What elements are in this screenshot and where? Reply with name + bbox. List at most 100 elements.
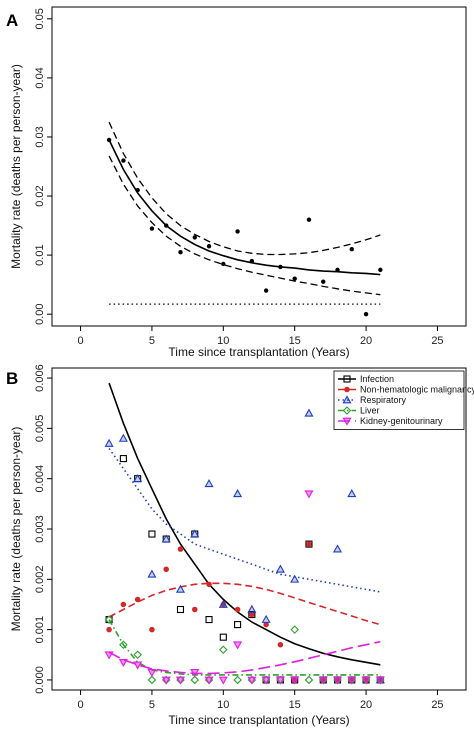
panel-b-y-tick-label: 0.003 xyxy=(34,515,46,543)
panel-b-point-respiratory xyxy=(133,473,143,483)
panel-b-point-kidney-genitourinary xyxy=(233,641,243,650)
panel-a-x-tick-label: 10 xyxy=(217,335,229,347)
panel-b-point-non-hematologic-malignancy xyxy=(206,581,212,588)
panel-b-point-respiratory xyxy=(118,433,128,442)
panel-b-point-liver xyxy=(219,645,228,655)
panel-a-data-point xyxy=(235,229,240,234)
panel-b-point-respiratory xyxy=(290,574,300,583)
panel-b-point-kidney-genitourinary xyxy=(261,676,271,685)
panel-b-point-non-hematologic-malignancy xyxy=(134,596,141,603)
legend-label-kidney-genitourinary: Kidney-genitourinary xyxy=(360,416,443,426)
panel-a-data-point xyxy=(178,249,183,255)
panel-a-data-point xyxy=(306,217,312,222)
panel-a-x-tick-label: 5 xyxy=(149,335,155,347)
panel-b-marks: 0 5 10 15 20 25 0.000 0.001 0.002 0.003 0.004 0.005… xyxy=(34,364,467,711)
panel-b-y-tick-label: 0.000 xyxy=(34,666,46,694)
panel-b-point-non-hematologic-malignancy xyxy=(306,541,312,547)
panel-b-point-non-hematologic-malignancy xyxy=(277,641,284,648)
panel-b-point-respiratory xyxy=(233,489,243,498)
panel-b-y-tick-label: 0.005 xyxy=(34,415,46,443)
panel-b-point-kidney-genitourinary xyxy=(204,676,214,685)
panel-a-data-point xyxy=(292,276,297,281)
panel-b-point-liver xyxy=(190,675,200,685)
panel-b-point-infection xyxy=(234,621,242,629)
panel-b-point-kidney-genitourinary xyxy=(318,676,328,685)
panel-b-point-non-hematologic-malignancy xyxy=(106,626,112,633)
panel-a-data-point xyxy=(321,279,326,284)
panel-b-point-infection xyxy=(205,616,213,624)
panel-b-point-liver xyxy=(133,650,142,660)
panel-b-y-axis-title: Mortality rate (deaths per person-year) xyxy=(9,427,23,632)
panel-a-x-tick-label: 15 xyxy=(289,335,301,347)
panel-a-data-point xyxy=(192,235,197,240)
panel-a-fit-line xyxy=(108,139,381,276)
panel-a-ci-upper-line xyxy=(108,121,381,256)
legend-marker-kidney-genitourinary xyxy=(342,417,352,426)
panel-b-point-infection xyxy=(248,610,256,619)
panel-b-point-kidney-genitourinary xyxy=(190,669,200,678)
panel-a-letter: A xyxy=(6,11,18,30)
panel-b-x-tick-label: 10 xyxy=(217,699,229,711)
panel-b-point-non-hematologic-malignancy xyxy=(163,566,169,572)
panel-b-point-respiratory xyxy=(261,614,271,623)
panel-b: B 0 5 10 15 20 25 0.000 0.001 0.002 0.003 0.004 0.0… xyxy=(6,364,474,727)
panel-b-point-respiratory xyxy=(347,489,357,498)
panel-a-data-point xyxy=(363,311,369,317)
panel-b-point-non-hematologic-malignancy xyxy=(177,546,184,552)
panel-b-point-kidney-genitourinary xyxy=(347,676,357,685)
panel-b-y-tick-label: 0.004 xyxy=(34,465,46,493)
panel-b-x-tick-label: 20 xyxy=(360,699,372,711)
legend-label-non-hematologic-malignancy: Non-hematologic malignancy xyxy=(360,385,474,395)
panel-a-x-tick-label: 0 xyxy=(77,335,83,347)
panel-b-point-respiratory xyxy=(190,529,200,538)
panel-b-point-kidney-genitourinary xyxy=(304,490,314,499)
panel-a-y-axis-title: Mortality rate (deaths per person-year) xyxy=(9,64,23,269)
panel-a: A 0 5 10 15 20 25 0.00 0.01 0.02 0.03 0.04 0.05 Tim… xyxy=(6,6,467,359)
legend-label-liver: Liver xyxy=(360,406,380,416)
panel-b-x-tick-label: 25 xyxy=(431,699,443,711)
panel-b-point-kidney-genitourinary xyxy=(175,676,186,685)
panel-b-point-liver xyxy=(119,640,128,649)
panel-b-point-liver xyxy=(304,675,314,685)
legend-marker-infection xyxy=(343,375,351,383)
panel-b-y-tick-label: 0.001 xyxy=(34,616,46,644)
panel-b-point-respiratory xyxy=(247,604,257,613)
panel-b-curve-liver xyxy=(108,619,381,676)
panel-b-point-respiratory xyxy=(175,584,186,593)
panel-a-x-axis-title: Time since transplantation (Years) xyxy=(168,345,349,359)
panel-b-point-kidney-genitourinary xyxy=(375,676,385,685)
panel-b-point-kidney-genitourinary xyxy=(332,676,343,685)
panel-b-point-non-hematologic-malignancy xyxy=(149,626,155,633)
panel-a-data-point xyxy=(263,288,269,293)
panel-b-x-tick-label: 0 xyxy=(77,699,83,711)
panel-a-y-tick-label: 0.01 xyxy=(34,244,46,265)
panel-a-data-point xyxy=(206,244,212,249)
panel-b-point-kidney-genitourinary xyxy=(218,676,228,685)
panel-b-y-tick-label: 0.006 xyxy=(34,364,46,392)
panel-b-point-kidney-genitourinary xyxy=(133,661,143,670)
panel-b-point-liver xyxy=(233,675,242,685)
panel-b-point-kidney-genitourinary xyxy=(104,651,114,660)
panel-b-point-infection xyxy=(148,530,156,538)
panel-b-point-liver xyxy=(290,625,299,634)
panel-a-data-point xyxy=(378,267,383,273)
panel-b-point-respiratory xyxy=(147,569,157,578)
panel-b-point-infection xyxy=(119,455,127,463)
panel-b-x-axis-title: Time since transplantation (Years) xyxy=(168,713,349,727)
panel-a-data-point xyxy=(121,158,126,163)
panel-b-curve-respiratory xyxy=(108,448,381,593)
panel-b-point-respiratory xyxy=(275,564,285,573)
panel-b-point-respiratory xyxy=(332,544,343,553)
panel-b-point-non-hematologic-malignancy xyxy=(120,601,127,608)
panel-b-point-kidney-genitourinary xyxy=(118,658,128,668)
panel-a-data-point xyxy=(221,261,226,267)
panel-a-plot-frame xyxy=(51,6,467,327)
panel-a-y-tick-label: 0.05 xyxy=(34,8,46,29)
panel-b-point-kidney-genitourinary xyxy=(147,669,157,678)
panel-b-point-infection xyxy=(305,540,313,548)
panel-b-point-non-hematologic-malignancy xyxy=(263,621,269,628)
panel-a-y-tick-label: 0.03 xyxy=(34,126,46,147)
panel-b-point-kidney-genitourinary xyxy=(290,676,300,685)
